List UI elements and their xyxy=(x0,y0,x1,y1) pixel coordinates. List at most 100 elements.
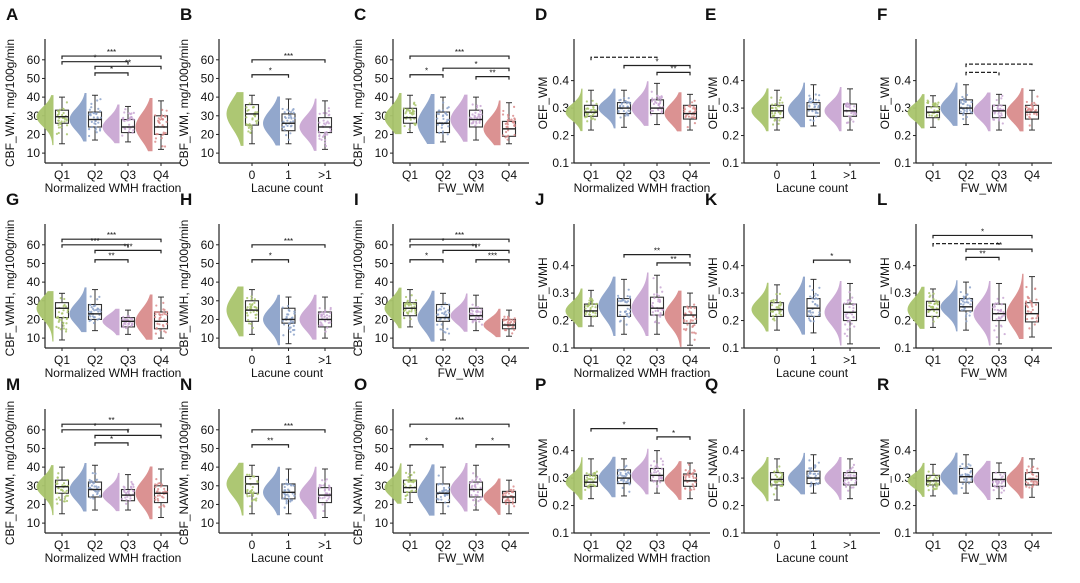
jitter-point xyxy=(692,105,695,108)
jitter-point xyxy=(811,311,815,314)
jitter-point xyxy=(471,321,474,324)
jitter-point xyxy=(1030,102,1033,105)
jitter-point xyxy=(57,126,61,129)
violin-half xyxy=(299,98,317,151)
jitter-point xyxy=(932,292,935,295)
jitter-point xyxy=(130,324,133,328)
jitter-point xyxy=(1025,301,1028,304)
jitter-point xyxy=(619,310,622,314)
jitter-point xyxy=(1026,113,1029,116)
jitter-point xyxy=(594,315,597,318)
jitter-point xyxy=(414,104,417,107)
jitter-point xyxy=(324,141,327,145)
jitter-point xyxy=(847,316,850,319)
significance-bracket xyxy=(475,444,510,448)
jitter-point xyxy=(1000,487,1004,490)
jitter-point xyxy=(779,313,783,316)
jitter-point xyxy=(991,481,995,484)
jitter-point xyxy=(656,309,660,312)
y-tick-label: 40 xyxy=(375,90,389,104)
jitter-point xyxy=(627,315,631,319)
jitter-point xyxy=(995,318,998,321)
jitter-point xyxy=(965,298,969,301)
violin-half xyxy=(299,294,317,340)
jitter-point xyxy=(59,126,63,129)
jitter-point xyxy=(282,483,285,486)
jitter-point xyxy=(1025,481,1028,484)
jitter-point xyxy=(325,499,328,502)
y-tick-label: 50 xyxy=(375,256,389,270)
jitter-point xyxy=(154,313,157,316)
jitter-point xyxy=(60,312,64,315)
jitter-point xyxy=(964,100,967,103)
jitter-point xyxy=(852,113,855,116)
jitter-point xyxy=(155,483,158,486)
jitter-point xyxy=(403,317,406,320)
jitter-point xyxy=(655,465,658,468)
significance-label: ** xyxy=(654,247,660,256)
jitter-point xyxy=(283,485,286,489)
jitter-point xyxy=(329,311,332,315)
x-tick-label: Q2 xyxy=(958,353,974,367)
jitter-point xyxy=(616,294,620,297)
jitter-point xyxy=(852,486,855,489)
jitter-point xyxy=(773,319,776,322)
jitter-point xyxy=(592,472,595,475)
jitter-point xyxy=(437,309,440,312)
jitter-point xyxy=(471,113,474,116)
jitter-point xyxy=(928,291,931,295)
jitter-point xyxy=(965,110,969,113)
panel-letter: L xyxy=(877,190,887,209)
y-tick-label: 60 xyxy=(201,53,215,67)
y-tick-label: 0.4 xyxy=(552,74,569,88)
jitter-point xyxy=(127,323,130,326)
jitter-point xyxy=(123,486,126,489)
jitter-point xyxy=(293,310,296,313)
jitter-point xyxy=(586,486,589,489)
x-tick-label: 1 xyxy=(810,353,817,367)
jitter-point xyxy=(926,484,930,488)
jitter-point xyxy=(995,98,998,102)
jitter-point xyxy=(1026,310,1029,313)
jitter-point xyxy=(818,311,821,314)
jitter-point xyxy=(770,96,773,99)
jitter-point xyxy=(656,484,659,488)
jitter-point xyxy=(321,311,324,314)
jitter-point xyxy=(995,336,998,339)
x-tick-label: Q3 xyxy=(649,168,665,182)
jitter-point xyxy=(999,324,1003,327)
jitter-point xyxy=(816,294,819,297)
jitter-point xyxy=(255,499,258,502)
jitter-point xyxy=(444,489,448,492)
y-tick-label: 40 xyxy=(27,90,41,104)
jitter-point xyxy=(809,311,812,314)
jitter-point xyxy=(843,302,846,305)
violin-half xyxy=(788,276,805,335)
jitter-point xyxy=(327,321,330,324)
jitter-point xyxy=(689,321,692,324)
jitter-point xyxy=(90,480,93,483)
x-tick-label: Q4 xyxy=(153,538,169,552)
jitter-point xyxy=(512,328,516,331)
jitter-point xyxy=(619,471,622,474)
jitter-point xyxy=(594,474,597,478)
jitter-point xyxy=(413,305,416,308)
jitter-point xyxy=(471,310,474,313)
significance-label: ** xyxy=(670,64,676,73)
significance-label: *** xyxy=(455,48,464,57)
jitter-point xyxy=(88,481,91,484)
jitter-point xyxy=(774,103,777,106)
jitter-point xyxy=(619,473,622,476)
significance-label: * xyxy=(830,252,833,261)
jitter-point xyxy=(477,306,480,309)
jitter-point xyxy=(283,506,286,509)
jitter-point xyxy=(511,318,514,321)
jitter-point xyxy=(62,108,65,111)
significance-bracket xyxy=(94,434,162,439)
jitter-point xyxy=(592,105,595,109)
panel-letter: O xyxy=(354,375,367,394)
y-tick-label: 60 xyxy=(201,423,215,437)
